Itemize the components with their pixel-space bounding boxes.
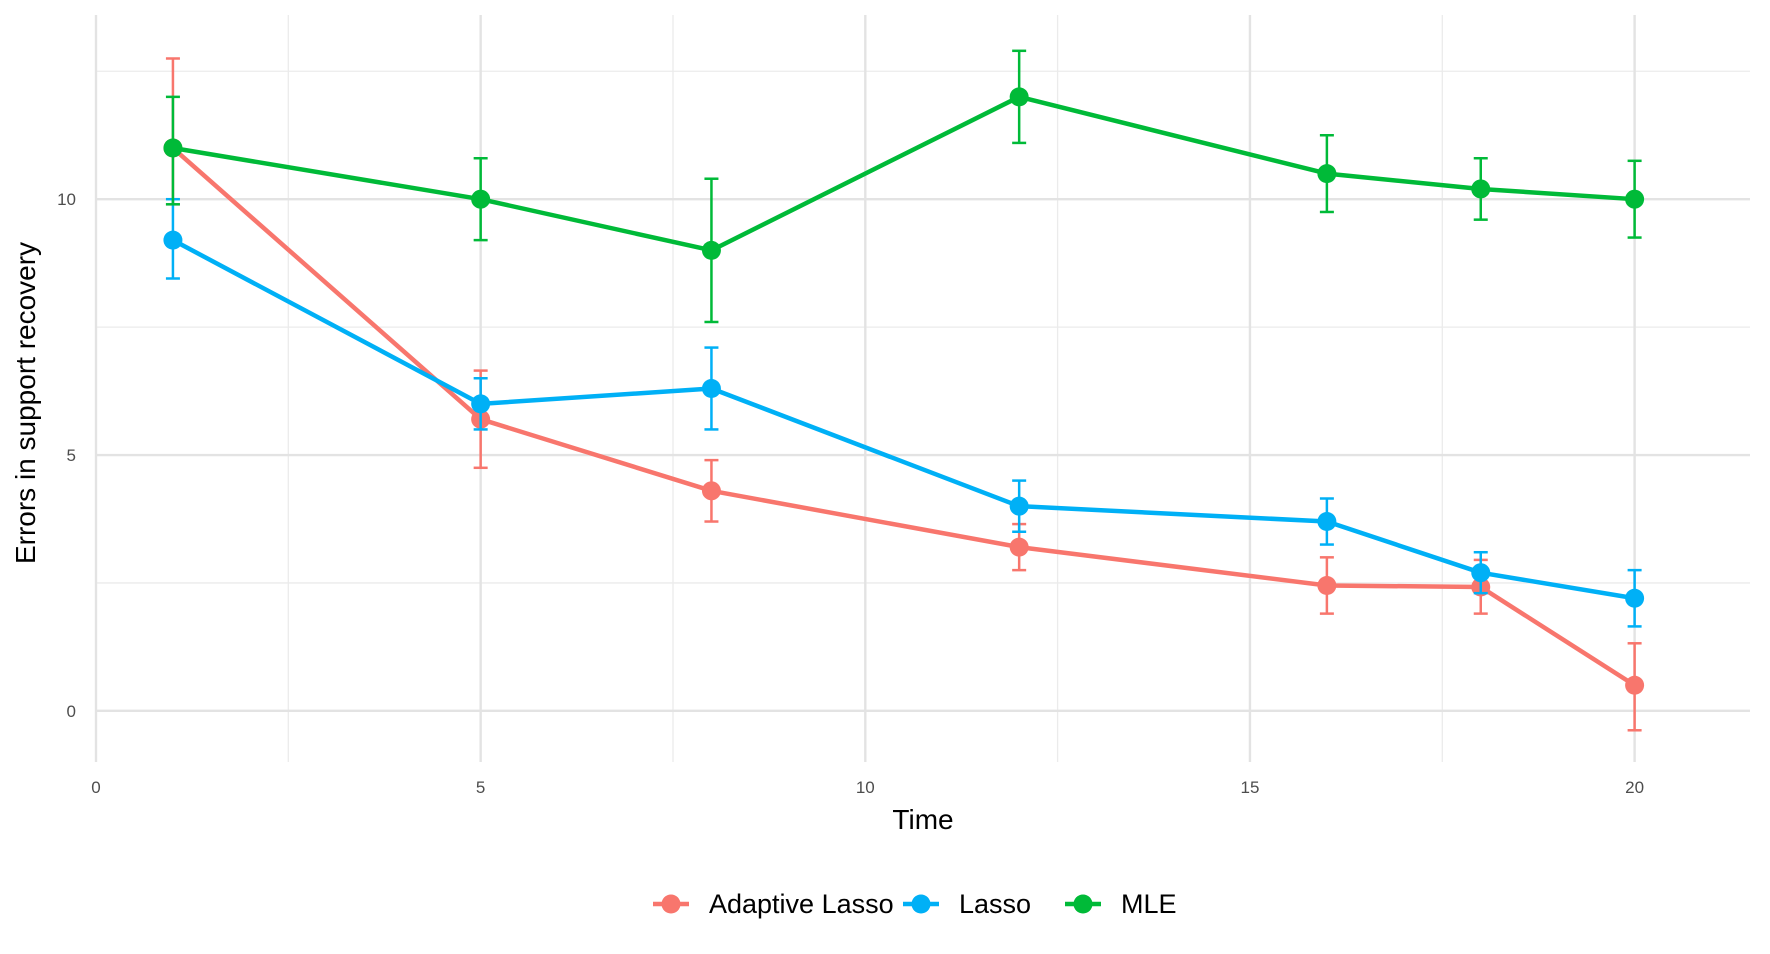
y-axis-title: Errors in support recovery (10, 242, 41, 564)
data-point (1625, 189, 1645, 209)
data-point (1317, 512, 1337, 532)
y-tick-label: 10 (57, 190, 76, 209)
data-point (1471, 179, 1491, 199)
data-point (1009, 537, 1029, 557)
y-axis-tick-labels: 0 5 10 (57, 190, 76, 721)
legend: Adaptive Lasso Lasso MLE (653, 889, 1177, 919)
series-adaptive-lasso (163, 57, 1645, 732)
x-tick-label: 0 (91, 778, 100, 797)
y-tick-label: 5 (67, 446, 76, 465)
legend-label: MLE (1121, 889, 1177, 919)
series-line (172, 94, 1635, 253)
data-point (163, 138, 183, 158)
y-tick-label: 0 (67, 702, 76, 721)
x-tick-label: 15 (1240, 778, 1259, 797)
x-axis-title: Time (892, 804, 953, 835)
data-point (701, 379, 721, 398)
legend-item-adaptive-lasso: Adaptive Lasso (653, 889, 894, 919)
series-line (171, 238, 1635, 601)
major-gridlines (94, 15, 1750, 762)
series-mle (163, 49, 1645, 324)
legend-item-lasso: Lasso (903, 889, 1031, 919)
minor-gridlines (96, 15, 1750, 762)
legend-label: Lasso (959, 889, 1031, 919)
x-axis-tick-labels: 0 5 10 15 20 (91, 778, 1644, 797)
series-lasso (163, 197, 1645, 628)
legend-label: Adaptive Lasso (709, 889, 894, 919)
series-layer (163, 49, 1645, 732)
x-tick-label: 20 (1625, 778, 1644, 797)
series-line (171, 146, 1636, 688)
data-point (701, 481, 721, 501)
data-point (1317, 164, 1337, 184)
legend-item-mle: MLE (1065, 889, 1177, 919)
legend-key-point (1073, 894, 1093, 914)
data-point (701, 240, 721, 260)
data-point (471, 394, 491, 414)
data-point (1625, 675, 1645, 695)
data-point (1009, 87, 1029, 107)
data-point (1009, 496, 1029, 516)
legend-key-point (911, 894, 931, 914)
data-point (471, 189, 491, 209)
data-point (1625, 588, 1645, 608)
data-point (1471, 563, 1491, 583)
data-point (163, 230, 183, 250)
data-point (1317, 575, 1337, 595)
x-tick-label: 10 (856, 778, 875, 797)
legend-key-point (661, 894, 681, 914)
x-tick-label: 5 (476, 778, 485, 797)
